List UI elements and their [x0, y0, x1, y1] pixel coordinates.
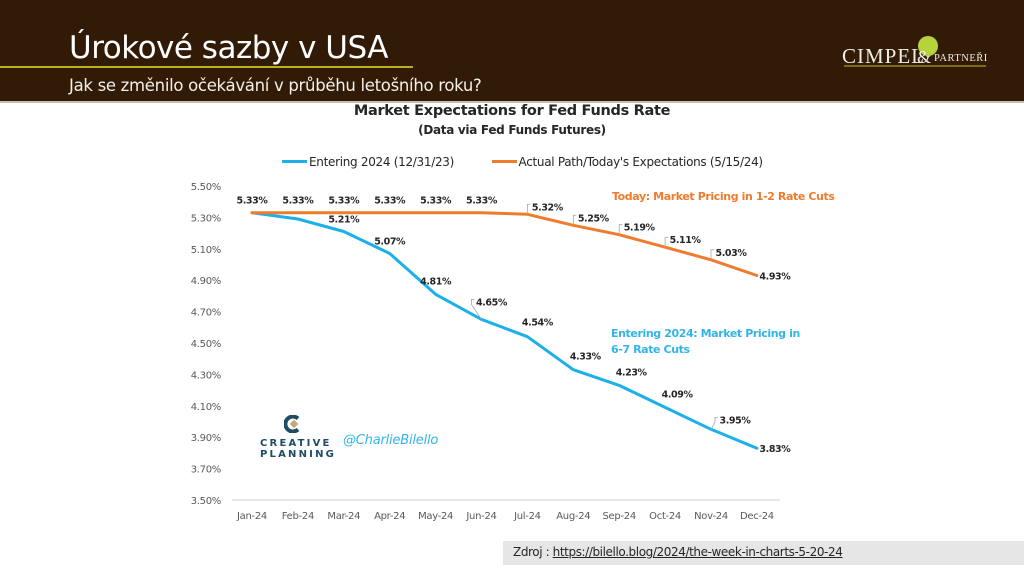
data-label-today: 5.25%	[578, 213, 610, 224]
leaf-icon	[918, 36, 938, 56]
data-label-entering: 4.65%	[476, 297, 508, 308]
data-label-entering: 3.95%	[720, 415, 752, 426]
creative-planning-line1: CREATIVE	[260, 438, 332, 449]
data-label-today: 5.33%	[237, 196, 269, 207]
x-tick-label: Apr-24	[374, 511, 405, 522]
data-label-today: 5.33%	[374, 196, 406, 207]
data-label-today: 5.33%	[420, 196, 452, 207]
legend-swatch-today	[491, 160, 517, 163]
source-label: Zdroj :	[513, 545, 553, 559]
series-line-today	[250, 211, 759, 277]
legend-item-today: Actual Path/Today's Expectations (5/15/2…	[491, 154, 764, 169]
data-label-today: 5.19%	[624, 223, 656, 234]
source-link[interactable]: https://bilello.blog/2024/the-week-in-ch…	[552, 545, 843, 559]
x-tick-label: Mar-24	[327, 511, 360, 522]
y-tick-label: 3.50%	[191, 496, 221, 507]
series-line-entering	[250, 211, 759, 450]
logo-underline	[844, 65, 986, 67]
data-label-leader	[710, 249, 714, 260]
x-tick-label: Sep-24	[603, 511, 636, 522]
data-label-today: 5.32%	[532, 202, 564, 213]
slide-title: Úrokové sazby v USA	[69, 30, 388, 66]
x-tick-label: Jul-24	[513, 511, 541, 522]
y-tick-label: 3.90%	[191, 433, 221, 444]
data-label-today: 5.33%	[282, 196, 314, 207]
y-tick-label: 4.90%	[191, 276, 221, 287]
data-label-leader	[572, 214, 577, 226]
legend-label-today: Actual Path/Today's Expectations (5/15/2…	[518, 154, 764, 169]
annotation-entering-line1: Entering 2024: Market Pricing in	[611, 327, 800, 340]
data-label-entering: 5.21%	[328, 215, 360, 226]
creative-planning-line2: PLANNING	[260, 449, 337, 460]
annotation-entering-line2: 6-7 Rate Cuts	[611, 343, 691, 356]
y-tick-label: 5.10%	[191, 245, 221, 256]
x-tick-label: Feb-24	[282, 511, 314, 522]
x-tick-label: Nov-24	[694, 511, 728, 522]
data-label-leader	[710, 416, 718, 430]
slide-subtitle: Jak se změnilo očekávání v průběhu letoš…	[69, 76, 482, 95]
y-tick-label: 4.70%	[191, 308, 221, 319]
legend-swatch-entering	[282, 160, 307, 163]
data-label-today: 5.03%	[716, 248, 748, 259]
data-label-today: 5.33%	[328, 196, 360, 207]
y-tick-label: 4.10%	[191, 402, 221, 413]
data-label-entering: 4.23%	[616, 367, 648, 378]
data-label-entering: 4.54%	[522, 318, 554, 329]
data-label-entering: 5.07%	[374, 237, 406, 248]
legend-item-entering: Entering 2024 (12/31/23)	[282, 155, 454, 169]
chart-legend: Entering 2024 (12/31/23) Actual Path/Tod…	[282, 152, 797, 169]
data-label-entering: 4.09%	[662, 389, 694, 400]
y-tick-label: 5.50%	[191, 182, 221, 193]
data-label-entering: 4.81%	[420, 276, 452, 287]
chart-title: Market Expectations for Fed Funds Rate	[353, 103, 671, 119]
data-label-today: 4.93%	[759, 271, 791, 282]
logo-name-partner: PARTNEŘI	[934, 53, 988, 64]
source-bar: Zdroj : https://bilello.blog/2024/the-we…	[503, 541, 1024, 565]
data-label-leader	[664, 236, 669, 248]
logo-ampersand: &	[917, 47, 932, 67]
y-tick-label: 4.30%	[191, 370, 221, 381]
x-tick-label: Jun-24	[465, 511, 496, 522]
y-tick-label: 5.30%	[191, 213, 221, 224]
x-tick-label: Aug-24	[556, 511, 590, 522]
x-tick-label: Dec-24	[740, 511, 774, 522]
twitter-handle: @CharlieBilello	[343, 433, 439, 448]
slide-header: Úrokové sazby v USA Jak se změnilo očeká…	[0, 0, 1024, 101]
header-divider	[0, 101, 1024, 103]
x-tick-label: May-24	[418, 511, 453, 522]
title-underline	[0, 66, 413, 68]
data-label-leader	[618, 224, 623, 235]
annotation-today: Today: Market Pricing in 1-2 Rate Cuts	[612, 190, 835, 203]
chart-subtitle: (Data via Fed Funds Futures)	[418, 123, 606, 137]
y-tick-label: 3.70%	[191, 465, 221, 476]
data-label-leader	[471, 299, 482, 320]
y-tick-label: 4.50%	[191, 339, 221, 350]
logo-name-main: CIMPEL	[842, 44, 926, 68]
x-tick-label: Oct-24	[649, 511, 681, 522]
data-label-leader	[527, 203, 531, 215]
data-label-today: 5.11%	[670, 235, 702, 246]
legend-label-entering: Entering 2024 (12/31/23)	[309, 154, 454, 169]
data-label-today: 5.33%	[466, 196, 498, 207]
creative-planning-icon	[284, 415, 300, 433]
x-tick-label: Jan-24	[236, 511, 267, 522]
data-label-entering: 4.33%	[570, 352, 602, 363]
data-label-entering: 3.83%	[759, 444, 791, 455]
